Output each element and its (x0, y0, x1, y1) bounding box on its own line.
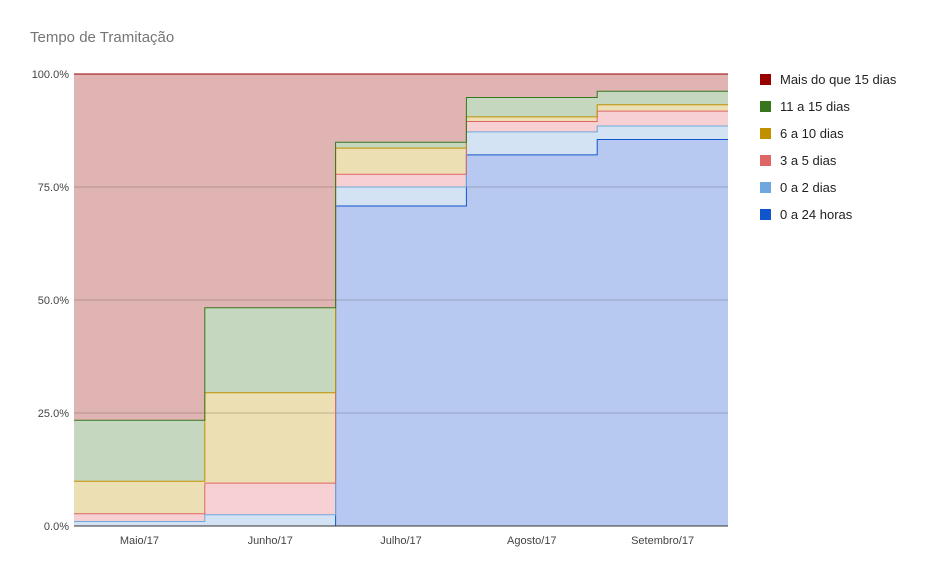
legend-item: 3 a 5 dias (760, 147, 896, 174)
legend-label: 0 a 2 dias (780, 180, 837, 195)
y-tick-label: 75.0% (38, 182, 69, 194)
area-mais-do-que-15-dias (74, 74, 728, 421)
legend-swatch (760, 128, 771, 139)
x-tick-label: Junho/17 (248, 535, 293, 547)
legend-swatch (760, 74, 771, 85)
area-11-a-15-dias (74, 91, 728, 482)
legend-item: 0 a 24 horas (760, 201, 896, 228)
legend-label: 6 a 10 dias (780, 126, 844, 141)
legend: Mais do que 15 dias 11 a 15 dias 6 a 10 di… (760, 66, 896, 228)
y-tick-label: 100.0% (32, 69, 70, 81)
line-0-a-2-dias (74, 125, 728, 522)
legend-label: 0 a 24 horas (780, 207, 853, 222)
line-11-a-15-dias (74, 90, 728, 421)
area-6-a-10-dias (74, 104, 728, 514)
y-tick-label: 50.0% (38, 295, 69, 307)
x-tick-label: Setembro/17 (631, 535, 694, 547)
legend-item: 11 a 15 dias (760, 93, 896, 120)
y-tick-label: 0.0% (44, 521, 69, 533)
legend-item: Mais do que 15 dias (760, 66, 896, 93)
legend-swatch (760, 209, 771, 220)
x-tick-label: Julho/17 (380, 535, 422, 547)
legend-label: 3 a 5 dias (780, 153, 837, 168)
line-6-a-10-dias (74, 104, 728, 482)
legend-swatch (760, 101, 771, 112)
legend-swatch (760, 155, 771, 166)
legend-swatch (760, 182, 771, 193)
x-tick-label: Maio/17 (120, 535, 159, 547)
chart-title: Tempo de Tramitação (30, 29, 175, 46)
legend-item: 6 a 10 dias (760, 120, 896, 147)
x-tick-label: Agosto/17 (507, 535, 557, 547)
legend-item: 0 a 2 dias (760, 174, 896, 201)
legend-label: 11 a 15 dias (780, 99, 850, 114)
legend-label: Mais do que 15 dias (780, 72, 897, 87)
y-tick-label: 25.0% (38, 408, 69, 420)
series-line-layer (74, 73, 728, 527)
axis-layer: 0.0% 25.0% 50.0% 75.0% 100.0% Maio/17 Junho/17… (32, 69, 728, 547)
area-0-a-24-horas (74, 139, 728, 526)
